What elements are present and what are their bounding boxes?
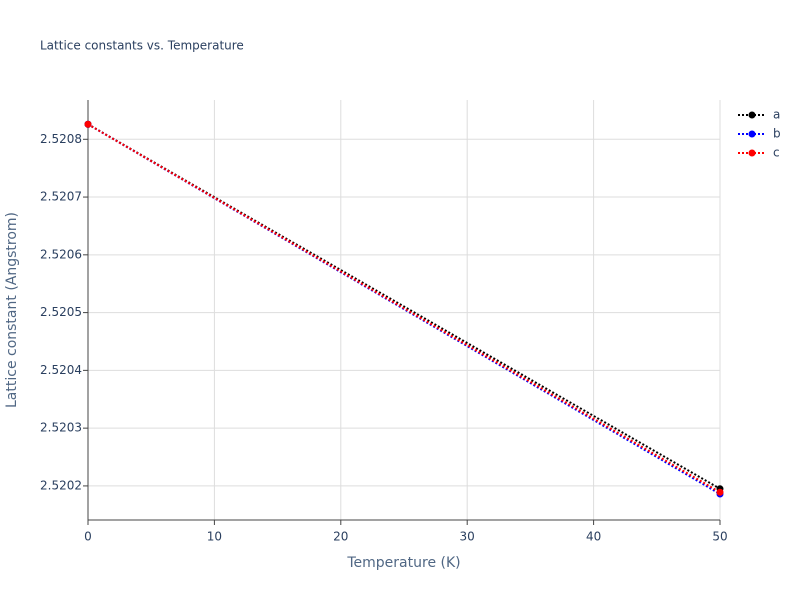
legend-marker bbox=[748, 149, 756, 157]
x-tick-label: 50 bbox=[712, 530, 727, 544]
y-tick-label: 2.5207 bbox=[40, 190, 82, 204]
y-tick-label: 2.5202 bbox=[40, 478, 82, 492]
y-tick-label: 2.5205 bbox=[40, 305, 82, 319]
y-tick-label: 2.5204 bbox=[40, 363, 82, 377]
legend-label: c bbox=[773, 146, 780, 160]
x-tick-label: 10 bbox=[207, 530, 222, 544]
legend-label: a bbox=[773, 108, 780, 122]
x-tick-label: 20 bbox=[333, 530, 348, 544]
y-axis-title: Lattice constant (Angstrom) bbox=[4, 212, 20, 408]
y-tick-label: 2.5206 bbox=[40, 247, 82, 261]
y-tick-label: 2.5203 bbox=[40, 421, 82, 435]
legend-label: b bbox=[773, 127, 781, 141]
x-tick-label: 0 bbox=[84, 530, 92, 544]
x-tick-label: 30 bbox=[460, 530, 475, 544]
data-point bbox=[716, 488, 724, 496]
legend-marker bbox=[748, 130, 756, 138]
y-tick-label: 2.5208 bbox=[40, 132, 82, 146]
x-axis-title: Temperature (K) bbox=[346, 555, 460, 571]
chart-title: Lattice constants vs. Temperature bbox=[40, 39, 244, 53]
legend-marker bbox=[748, 111, 756, 119]
x-tick-label: 40 bbox=[586, 530, 601, 544]
series-line bbox=[87, 123, 721, 494]
data-point bbox=[84, 120, 92, 128]
